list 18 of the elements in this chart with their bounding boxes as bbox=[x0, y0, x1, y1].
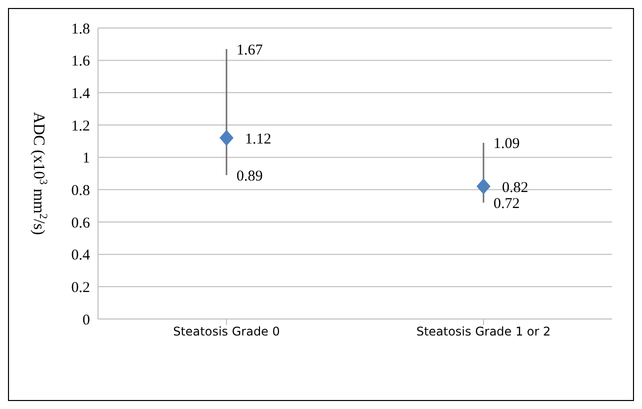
annotation: 1.09 bbox=[494, 136, 520, 152]
y-tick-label: 1.6 bbox=[71, 54, 90, 70]
y-tick-label: 0.4 bbox=[71, 248, 90, 264]
y-tick-label: 0.6 bbox=[71, 215, 90, 232]
data-label: 1.12 bbox=[245, 131, 272, 148]
y-tick-label: 1 bbox=[82, 150, 90, 167]
y-tick-label: 1.4 bbox=[71, 86, 90, 102]
annotation: 0.72 bbox=[494, 196, 520, 212]
y-tick-label: 0.2 bbox=[71, 280, 90, 296]
annotation: 1.67 bbox=[236, 42, 264, 58]
data-label: 0.82 bbox=[502, 180, 528, 196]
annotation: 0.89 bbox=[236, 168, 263, 184]
x-tick-label: Steatosis Grade 1 or 2 bbox=[416, 324, 551, 339]
x-tick-label: Steatosis Grade 0 bbox=[173, 324, 280, 339]
y-tick-label: 0 bbox=[82, 312, 90, 328]
y-tick-label: 1.8 bbox=[71, 21, 90, 38]
y-tick-label: 1.2 bbox=[71, 118, 90, 134]
y-tick-label: 0.8 bbox=[71, 182, 90, 199]
